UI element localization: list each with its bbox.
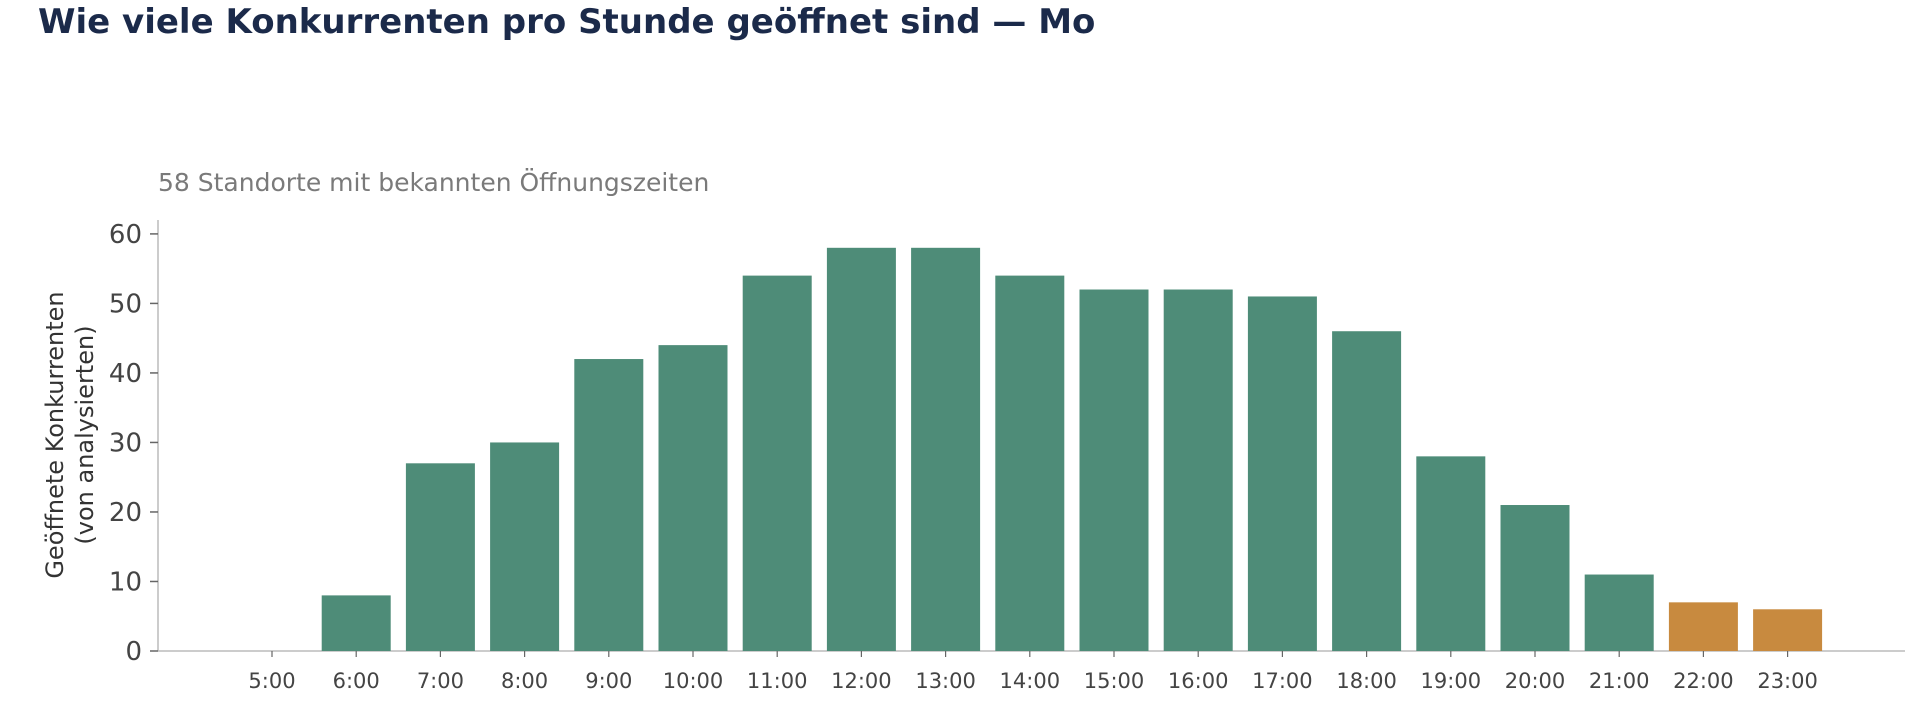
bar-1500: [1079, 289, 1149, 651]
bar-1100: [742, 275, 812, 651]
bar-900: [574, 359, 644, 651]
bar-700: [405, 463, 475, 651]
bar-1300: [911, 247, 981, 651]
x-tick-label: 5:00: [248, 669, 295, 693]
x-tick-label: 6:00: [333, 669, 380, 693]
chart-title: Wie viele Konkurrenten pro Stunde geöffn…: [38, 2, 1096, 42]
bar-1600: [1163, 289, 1233, 651]
x-tick-label: 16:00: [1168, 669, 1229, 693]
bar-800: [490, 442, 560, 651]
x-tick-label: 19:00: [1421, 669, 1482, 693]
bar-1200: [826, 247, 896, 651]
x-tick-label: 9:00: [585, 669, 632, 693]
bar-1800: [1332, 331, 1402, 651]
x-tick-label: 23:00: [1757, 669, 1818, 693]
y-tick-label: 40: [109, 359, 142, 389]
y-tick-label: 50: [109, 289, 142, 319]
y-tick-label: 20: [109, 498, 142, 528]
x-tick-label: 8:00: [501, 669, 548, 693]
bar-2300: [1753, 609, 1823, 651]
x-tick-label: 11:00: [747, 669, 808, 693]
x-tick-label: 7:00: [417, 669, 464, 693]
x-tick-label: 12:00: [831, 669, 892, 693]
bar-1900: [1416, 456, 1486, 651]
x-tick-label: 18:00: [1336, 669, 1397, 693]
bar-2100: [1584, 574, 1654, 651]
x-tick-label: 10:00: [663, 669, 724, 693]
x-tick-label: 15:00: [1084, 669, 1145, 693]
x-tick-label: 17:00: [1252, 669, 1313, 693]
bar-1700: [1247, 296, 1317, 651]
x-tick-label: 20:00: [1505, 669, 1566, 693]
x-tick-label: 14:00: [1000, 669, 1061, 693]
y-tick-label: 30: [109, 428, 142, 458]
x-tick-label: 21:00: [1589, 669, 1650, 693]
y-tick-label: 0: [125, 637, 142, 667]
bar-1000: [658, 345, 728, 651]
y-tick-label: 60: [109, 220, 142, 250]
bar-600: [321, 595, 391, 651]
bar-2200: [1668, 602, 1738, 651]
x-tick-label: 13:00: [915, 669, 976, 693]
x-tick-label: 22:00: [1673, 669, 1734, 693]
bar-2000: [1500, 505, 1570, 651]
y-tick-label: 10: [109, 567, 142, 597]
chart-subtitle: 58 Standorte mit bekannten Öffnungszeite…: [158, 168, 710, 197]
bar-1400: [995, 275, 1065, 651]
